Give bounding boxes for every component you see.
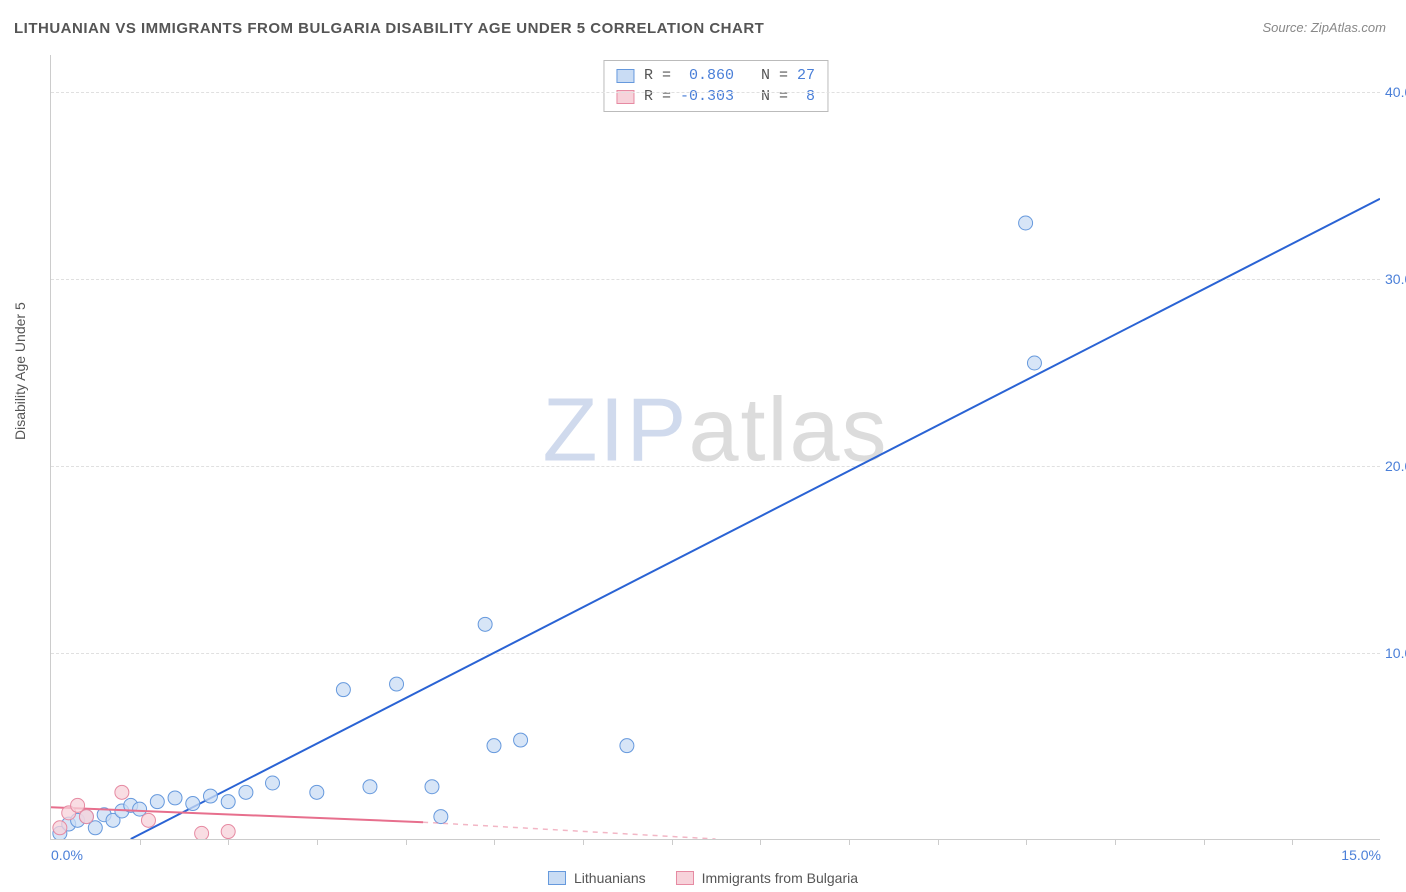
x-tick-label: 0.0% [51, 847, 83, 863]
source-attribution: Source: ZipAtlas.com [1262, 20, 1386, 35]
y-tick-label: 20.0% [1385, 458, 1406, 474]
y-axis-label: Disability Age Under 5 [12, 302, 28, 440]
x-tick [494, 839, 495, 845]
x-tick [1026, 839, 1027, 845]
x-tick [228, 839, 229, 845]
x-tick [140, 839, 141, 845]
chart-svg [51, 55, 1380, 839]
x-tick [406, 839, 407, 845]
chart-plot-area: ZIPatlas R = 0.860 N = 27R = -0.303 N = … [50, 55, 1380, 840]
y-tick-label: 40.0% [1385, 84, 1406, 100]
legend-swatch [676, 871, 694, 885]
y-tick-label: 10.0% [1385, 645, 1406, 661]
legend-swatch [548, 871, 566, 885]
legend-item: Immigrants from Bulgaria [676, 870, 858, 886]
x-tick [938, 839, 939, 845]
legend-label: Lithuanians [574, 870, 646, 886]
y-tick-label: 30.0% [1385, 271, 1406, 287]
x-tick [672, 839, 673, 845]
x-tick [583, 839, 584, 845]
x-tick [760, 839, 761, 845]
x-tick-label: 15.0% [1341, 847, 1381, 863]
legend-item: Lithuanians [548, 870, 646, 886]
x-tick [1204, 839, 1205, 845]
x-tick [1115, 839, 1116, 845]
x-tick [317, 839, 318, 845]
chart-title: LITHUANIAN VS IMMIGRANTS FROM BULGARIA D… [14, 20, 764, 37]
legend-label: Immigrants from Bulgaria [702, 870, 858, 886]
source-name: ZipAtlas.com [1311, 20, 1386, 35]
x-tick [1292, 839, 1293, 845]
series-legend: Lithuanians Immigrants from Bulgaria [548, 870, 858, 886]
x-tick [849, 839, 850, 845]
source-label: Source: [1262, 20, 1310, 35]
